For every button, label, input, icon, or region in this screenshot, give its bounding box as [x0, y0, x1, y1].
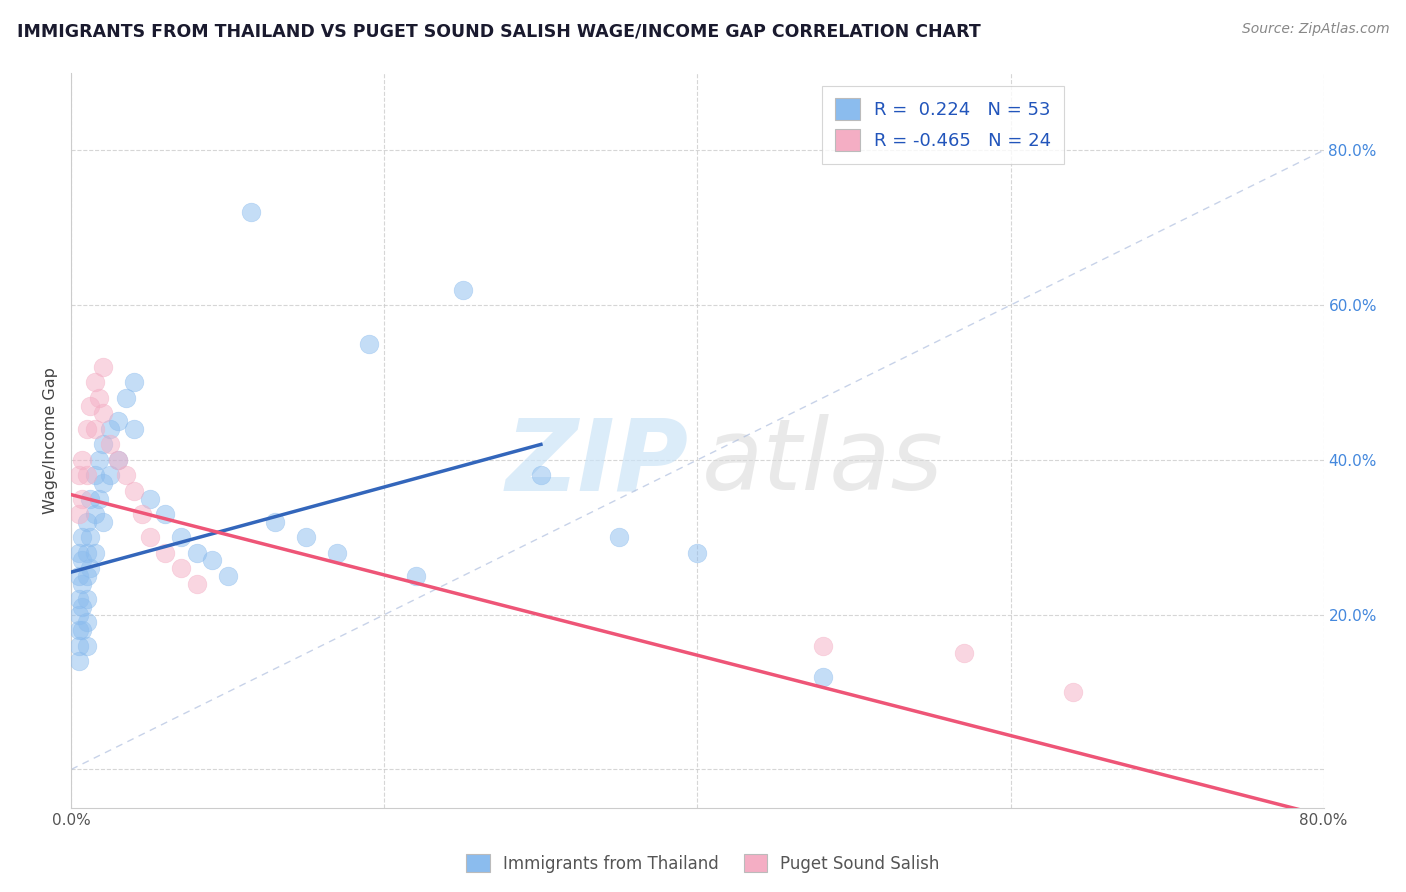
Point — [72, 491, 94, 506]
Point — [91, 515, 114, 529]
Point — [79, 491, 101, 506]
Point — [138, 530, 160, 544]
Point — [76, 546, 98, 560]
Point — [83, 376, 105, 390]
Text: atlas: atlas — [702, 414, 943, 511]
Point — [107, 414, 129, 428]
Point — [79, 530, 101, 544]
Point — [530, 468, 553, 483]
Point — [67, 592, 90, 607]
Point — [186, 546, 208, 560]
Point — [263, 515, 285, 529]
Point — [100, 468, 122, 483]
Point — [122, 483, 145, 498]
Text: ZIP: ZIP — [506, 414, 689, 511]
Point — [72, 553, 94, 567]
Point — [89, 491, 111, 506]
Point — [240, 205, 263, 219]
Point — [76, 615, 98, 630]
Point — [155, 507, 177, 521]
Point — [115, 391, 138, 405]
Point — [107, 453, 129, 467]
Point — [67, 639, 90, 653]
Point — [67, 623, 90, 637]
Point — [952, 646, 974, 660]
Point — [122, 376, 145, 390]
Y-axis label: Wage/Income Gap: Wage/Income Gap — [44, 368, 58, 514]
Point — [295, 530, 318, 544]
Point — [155, 546, 177, 560]
Point — [67, 654, 90, 668]
Point — [76, 468, 98, 483]
Point — [115, 468, 138, 483]
Point — [91, 407, 114, 421]
Point — [686, 546, 709, 560]
Point — [217, 569, 239, 583]
Point — [79, 561, 101, 575]
Point — [89, 391, 111, 405]
Point — [91, 437, 114, 451]
Point — [122, 422, 145, 436]
Point — [100, 437, 122, 451]
Point — [83, 546, 105, 560]
Point — [76, 569, 98, 583]
Point — [72, 453, 94, 467]
Point — [1062, 685, 1084, 699]
Point — [83, 422, 105, 436]
Point — [186, 576, 208, 591]
Text: Source: ZipAtlas.com: Source: ZipAtlas.com — [1241, 22, 1389, 37]
Point — [170, 561, 193, 575]
Point — [76, 515, 98, 529]
Point — [91, 359, 114, 374]
Point — [67, 607, 90, 622]
Point — [67, 468, 90, 483]
Point — [811, 669, 834, 683]
Point — [138, 491, 160, 506]
Point — [91, 476, 114, 491]
Point — [72, 623, 94, 637]
Point — [72, 530, 94, 544]
Point — [89, 453, 111, 467]
Point — [67, 569, 90, 583]
Point — [67, 507, 90, 521]
Point — [107, 453, 129, 467]
Point — [170, 530, 193, 544]
Point — [131, 507, 153, 521]
Point — [76, 639, 98, 653]
Point — [72, 576, 94, 591]
Point — [76, 422, 98, 436]
Point — [67, 546, 90, 560]
Point — [405, 569, 427, 583]
Point — [83, 468, 105, 483]
Point — [451, 283, 474, 297]
Point — [607, 530, 630, 544]
Text: IMMIGRANTS FROM THAILAND VS PUGET SOUND SALISH WAGE/INCOME GAP CORRELATION CHART: IMMIGRANTS FROM THAILAND VS PUGET SOUND … — [17, 22, 980, 40]
Legend: R =  0.224   N = 53, R = -0.465   N = 24: R = 0.224 N = 53, R = -0.465 N = 24 — [823, 86, 1064, 164]
Point — [201, 553, 224, 567]
Point — [100, 422, 122, 436]
Point — [83, 507, 105, 521]
Point — [811, 639, 834, 653]
Point — [72, 599, 94, 614]
Point — [326, 546, 349, 560]
Legend: Immigrants from Thailand, Puget Sound Salish: Immigrants from Thailand, Puget Sound Sa… — [460, 847, 946, 880]
Point — [79, 399, 101, 413]
Point — [357, 336, 380, 351]
Point — [76, 592, 98, 607]
